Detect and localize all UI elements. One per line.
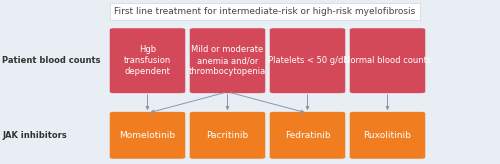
Text: Momelotinib: Momelotinib <box>120 131 176 140</box>
Text: Pacritinib: Pacritinib <box>206 131 248 140</box>
Text: Fedratinib: Fedratinib <box>284 131 331 140</box>
FancyBboxPatch shape <box>110 112 185 159</box>
Text: Ruxolitinib: Ruxolitinib <box>364 131 412 140</box>
FancyBboxPatch shape <box>350 112 425 159</box>
Text: Patient blood counts: Patient blood counts <box>2 56 101 65</box>
Text: Platelets < 50 g/dL: Platelets < 50 g/dL <box>268 56 347 65</box>
FancyBboxPatch shape <box>190 28 265 93</box>
FancyBboxPatch shape <box>110 3 420 20</box>
Text: Normal blood counts: Normal blood counts <box>344 56 431 65</box>
FancyBboxPatch shape <box>270 28 345 93</box>
FancyBboxPatch shape <box>110 28 185 93</box>
Text: Hgb
transfusion
dependent: Hgb transfusion dependent <box>124 45 171 76</box>
Text: JAK inhibitors: JAK inhibitors <box>2 131 67 140</box>
FancyBboxPatch shape <box>270 112 345 159</box>
FancyBboxPatch shape <box>350 28 425 93</box>
Text: Mild or moderate
anemia and/or
thrombocytopenia: Mild or moderate anemia and/or thrombocy… <box>189 45 266 76</box>
FancyBboxPatch shape <box>190 112 265 159</box>
Text: First line treatment for intermediate-risk or high-risk myelofibrosis: First line treatment for intermediate-ri… <box>114 7 416 16</box>
